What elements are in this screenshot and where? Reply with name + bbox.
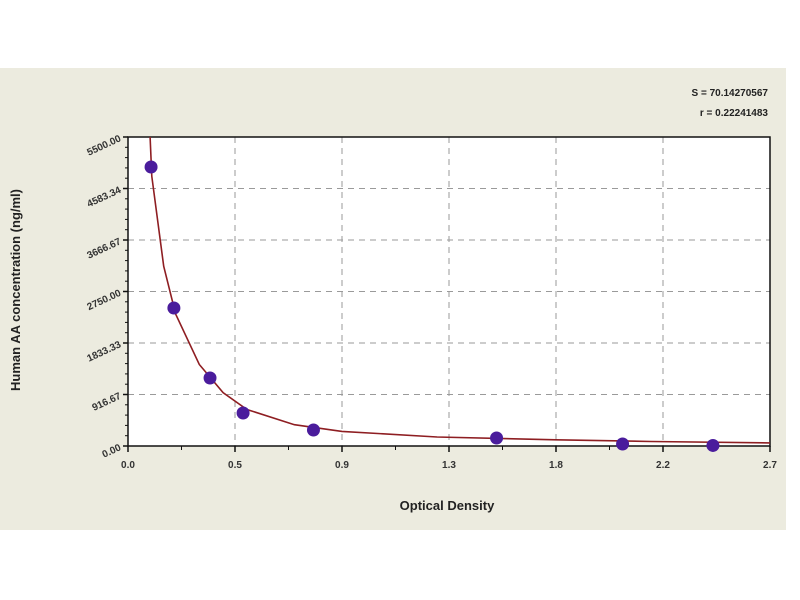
x-tick-label: 2.2 (656, 460, 670, 471)
data-point (144, 160, 158, 174)
plot-frame (127, 136, 771, 447)
stat-s: S = 70.14270567 (692, 88, 769, 99)
data-point (306, 423, 320, 437)
data-point (236, 406, 250, 420)
x-axis-label: Optical Density (400, 498, 495, 513)
x-tick-label: 0.9 (335, 460, 349, 471)
x-tick-label: 2.7 (763, 460, 777, 471)
data-point (706, 438, 720, 452)
data-point (490, 431, 504, 445)
y-tick-label: 1833.33 (86, 339, 124, 364)
data-point (203, 371, 217, 385)
y-tick-label: 0.00 (101, 442, 124, 460)
y-tick-label: 4583.34 (86, 185, 124, 210)
data-point (616, 437, 630, 451)
x-tick-label: 0.5 (228, 460, 242, 471)
x-tick-label: 1.8 (549, 460, 563, 471)
data-point (167, 301, 181, 315)
y-tick-label: 916.67 (91, 391, 124, 414)
y-axis-label: Human AA concentration (ng/ml) (8, 189, 23, 391)
x-tick-label: 0.0 (121, 460, 135, 471)
y-tick-label: 5500.00 (86, 133, 124, 158)
stat-r: r = 0.22241483 (700, 108, 769, 119)
y-tick-label: 2750.00 (86, 288, 124, 313)
y-tick-label: 3666.67 (86, 236, 124, 261)
x-tick-label: 1.3 (442, 460, 456, 471)
